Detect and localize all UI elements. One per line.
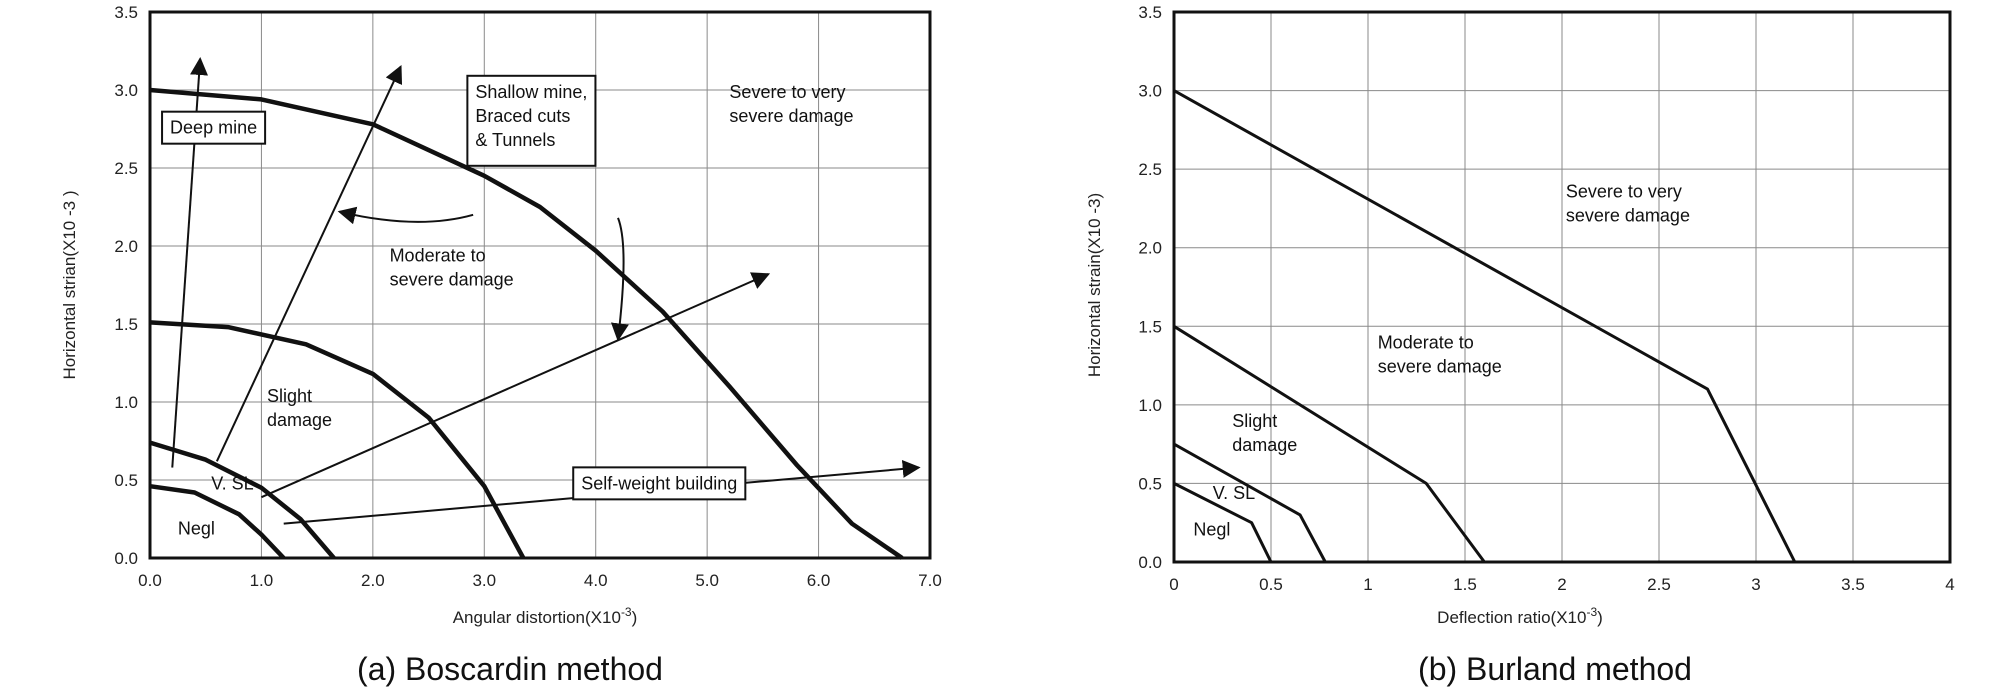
a-boxed-label-1: Shallow mine, Braced cuts & Tunnels: [466, 74, 597, 167]
b-x-tick-label: 0: [1169, 575, 1178, 594]
a-y-tick-label: 1.5: [114, 315, 138, 334]
svg-text:Deep mine: Deep mine: [170, 118, 257, 138]
b-y-tick-label: 0.0: [1138, 553, 1162, 572]
b-x-tick-label: 2: [1557, 575, 1566, 594]
a-x-tick-label: 5.0: [695, 571, 719, 590]
a-y-axis-label: Horizontal strian(X10 -3 ): [60, 191, 79, 380]
b-y-tick-label: 1.5: [1138, 317, 1162, 336]
a-region-label-3: V. SL: [211, 473, 253, 493]
a-y-tick-label: 3.5: [114, 3, 138, 22]
a-plot-frame: [148, 10, 932, 560]
a-y-tick-label: 2.5: [114, 159, 138, 178]
a-boxed-label-0: Deep mine: [161, 110, 267, 145]
a-y-tick-label: 2.0: [114, 237, 138, 256]
svg-text:Shallow mine,Braced cuts& Tunn: Shallow mine, Braced cuts & Tunnels: [475, 82, 587, 150]
a-x-tick-label: 6.0: [807, 571, 831, 590]
a-x-tick-label: 1.0: [250, 571, 274, 590]
b-y-tick-label: 2.5: [1138, 160, 1162, 179]
a-caption: (a) Boscardin method: [357, 651, 663, 687]
b-y-tick-label: 3.0: [1138, 82, 1162, 101]
a-x-tick-label: 0.0: [138, 571, 162, 590]
b-x-tick-label: 0.5: [1259, 575, 1283, 594]
boscardin-chart: 0.0 1.0 2.0 3.0 4.0 5.0 6.0 7.0 0.0 0.5 1.0 1.5 2.0 2…: [60, 3, 942, 687]
b-x-tick-label: 3.5: [1841, 575, 1865, 594]
a-region-label-2: Slight damage: [267, 386, 332, 430]
a-y-tick-label: 1.0: [114, 393, 138, 412]
b-x-axis-label: Deflection ratio(X10-3): [1437, 605, 1603, 627]
b-y-tick-label: 1.0: [1138, 396, 1162, 415]
b-y-tick-label: 3.5: [1138, 3, 1162, 22]
b-x-tick-label: 2.5: [1647, 575, 1671, 594]
a-x-axis-label: Angular distortion(X10-3): [453, 605, 638, 627]
a-damage-boundary-2: [149, 320, 526, 560]
a-arrow-1: [215, 64, 403, 462]
b-y-axis-label: Horizontal strain(X10 -3): [1085, 193, 1104, 377]
a-y-tick-label: 0.5: [114, 471, 138, 490]
a-x-tick-label: 2.0: [361, 571, 385, 590]
a-x-tick-label: 7.0: [918, 571, 942, 590]
b-x-tick-label: 4: [1945, 575, 1954, 594]
b-damage-boundary-0: [1173, 482, 1273, 563]
a-x-tick-label: 3.0: [472, 571, 496, 590]
a-y-tick-label: 3.0: [114, 81, 138, 100]
a-region-label-1: Moderate to severe damage: [390, 246, 514, 290]
a-boxed-label-2: Self-weight building: [572, 466, 747, 501]
b-y-tick-label: 0.5: [1138, 474, 1162, 493]
a-damage-boundary-1: [149, 440, 336, 560]
a-callout-arrow-0: [337, 206, 474, 225]
b-plot-frame: [1172, 10, 1952, 564]
a-damage-boundary-3: [149, 87, 904, 560]
svg-text:Self-weight building: Self-weight building: [581, 473, 737, 493]
b-damage-boundary-2: [1173, 325, 1486, 563]
b-x-tick-label: 1.5: [1453, 575, 1477, 594]
b-region-label-4: Negl: [1193, 519, 1230, 539]
b-x-tick-label: 3: [1751, 575, 1760, 594]
a-y-tick-label: 0.0: [114, 549, 138, 568]
b-region-label-2: Slight damage: [1232, 411, 1297, 455]
a-region-label-4: Negl: [178, 519, 215, 539]
a-callout-arrow-1: [610, 217, 629, 342]
b-damage-boundary-3: [1173, 89, 1797, 563]
b-damage-boundary-1: [1173, 442, 1327, 563]
a-damage-boundary-0: [149, 483, 286, 560]
a-x-tick-label: 4.0: [584, 571, 608, 590]
b-y-tick-label: 2.0: [1138, 239, 1162, 258]
b-region-label-3: V. SL: [1213, 483, 1255, 503]
a-arrow-2: [261, 272, 771, 499]
b-x-tick-label: 1: [1363, 575, 1372, 594]
a-region-label-0: Severe to very severe damage: [729, 82, 853, 126]
burland-chart: 0 0.5 1 1.5 2 2.5 3 3.5 4 0.0 0.5 1.0 1.5 2.0 2.5 3.0 3.…: [1085, 3, 1955, 687]
b-region-label-1: Moderate to severe damage: [1378, 332, 1502, 376]
b-caption: (b) Burland method: [1418, 651, 1692, 687]
b-region-label-0: Severe to very severe damage: [1566, 181, 1690, 225]
